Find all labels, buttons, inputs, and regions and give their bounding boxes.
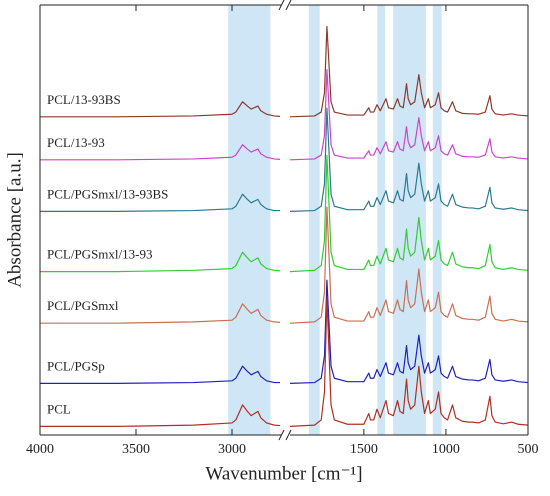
spectrum-line: [40, 251, 281, 273]
axis-break: [278, 429, 285, 441]
series-label: PCL/PGSmxl/13-93BS: [47, 186, 168, 201]
x-tick-label: 1500: [350, 442, 378, 457]
highlight-band: [228, 5, 271, 435]
series-label: PCL/13-93BS: [47, 92, 121, 107]
spectrum-line: [289, 107, 529, 212]
spectrum-line: [40, 193, 280, 212]
spectrum-line: [40, 144, 281, 161]
spectrum-line: [289, 296, 529, 427]
x-tick-label: 1000: [432, 442, 460, 457]
highlight-band: [308, 5, 320, 435]
spectrum-line: [40, 365, 280, 384]
highlight-band: [393, 5, 426, 435]
spectrum-line: [40, 101, 281, 118]
x-tick-label: 3500: [122, 442, 150, 457]
spectrum-line: [289, 25, 529, 118]
line-layer: [40, 25, 529, 427]
series-label: PCL/PGSmxl/13-93: [47, 247, 152, 262]
x-tick-label: 4000: [26, 442, 54, 457]
series-label: PCL/PGSp: [47, 358, 105, 373]
frame: [39, 0, 529, 441]
band-layer: [228, 5, 442, 435]
highlight-band: [432, 5, 442, 435]
spectrum-line: [40, 303, 281, 324]
y-axis-label: Absorbance [a.u.]: [4, 152, 25, 288]
axis-break: [285, 0, 292, 11]
series-label: PCL/PGSmxl: [47, 298, 119, 313]
series-label: PCL/13-93: [47, 135, 105, 150]
x-tick-label: 500: [518, 442, 539, 457]
series-label: PCL: [47, 401, 71, 416]
spectrum-line: [40, 404, 281, 427]
spectrum-line: [289, 279, 529, 384]
spectrum-line: [289, 206, 529, 324]
axis-break: [278, 0, 285, 11]
x-tick-label: 3000: [218, 442, 246, 457]
spectrum-line: [289, 154, 529, 273]
highlight-band: [377, 5, 386, 435]
x-axis-label: Wavenumber [cm⁻¹]: [205, 463, 362, 484]
axis-break: [285, 429, 292, 441]
spectrum-line: [289, 68, 529, 161]
